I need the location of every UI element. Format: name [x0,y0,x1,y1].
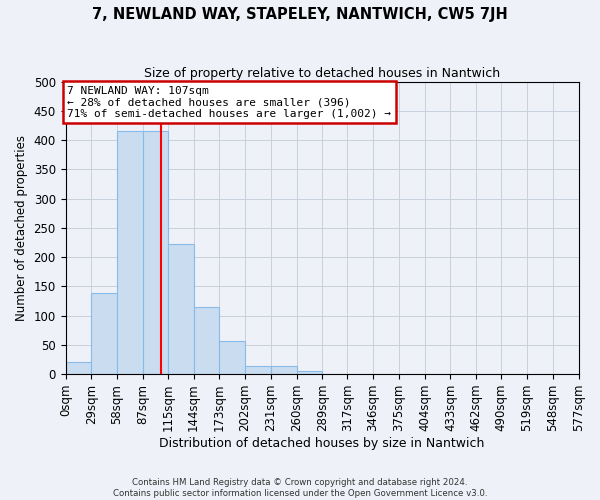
Bar [271,366,296,374]
Bar [296,371,322,374]
Text: 7, NEWLAND WAY, STAPELEY, NANTWICH, CW5 7JH: 7, NEWLAND WAY, STAPELEY, NANTWICH, CW5 … [92,8,508,22]
Bar [194,307,220,374]
Title: Size of property relative to detached houses in Nantwich: Size of property relative to detached ho… [144,68,500,80]
Text: 7 NEWLAND WAY: 107sqm
← 28% of detached houses are smaller (396)
71% of semi-det: 7 NEWLAND WAY: 107sqm ← 28% of detached … [67,86,391,119]
Text: Contains HM Land Registry data © Crown copyright and database right 2024.
Contai: Contains HM Land Registry data © Crown c… [113,478,487,498]
Bar [65,362,91,374]
Bar [91,294,117,374]
X-axis label: Distribution of detached houses by size in Nantwich: Distribution of detached houses by size … [160,437,485,450]
Bar [220,341,245,374]
Bar [168,244,194,374]
Bar [245,366,271,374]
Bar [117,132,143,374]
Bar [143,132,168,374]
Y-axis label: Number of detached properties: Number of detached properties [15,135,28,321]
